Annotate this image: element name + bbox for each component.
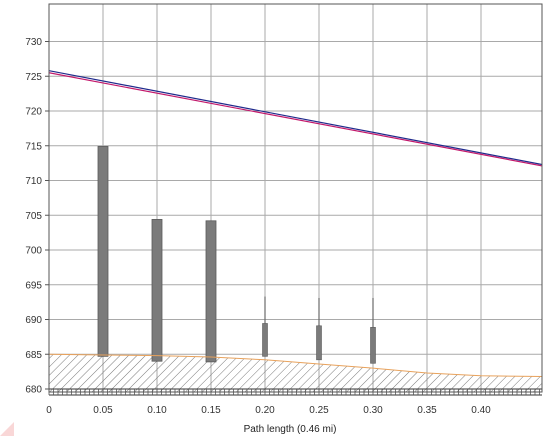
ground-fill: [49, 354, 542, 392]
obstruction-bar: [97, 146, 109, 357]
y-tick-label: 730: [25, 37, 42, 48]
y-tick-label: 690: [25, 315, 42, 326]
obstruction-bar: [205, 220, 217, 363]
y-tick-label: 710: [25, 176, 42, 187]
sightline-series: [49, 72, 542, 167]
y-tick-label: 680: [25, 385, 42, 396]
obstruction-bar: [151, 219, 163, 362]
ground-profile: [49, 354, 542, 392]
y-tick-label: 715: [25, 141, 42, 152]
obstruction-bar: [316, 325, 322, 361]
x-tick-label: 0.10: [147, 405, 167, 416]
x-tick-label: 0: [46, 405, 52, 416]
series-lines: [49, 70, 542, 377]
ground-line: [49, 353, 542, 377]
y-tick-label: 695: [25, 280, 42, 291]
watermark-corner: [0, 422, 14, 436]
obstruction-bar: [262, 323, 268, 357]
y-tick-label: 705: [25, 211, 42, 222]
y-tick-label: 720: [25, 107, 42, 118]
grid-lines: [48, 4, 542, 392]
y-tick-label: 700: [25, 246, 42, 257]
obstruction-bar: [370, 327, 376, 364]
sightline-series: [49, 70, 542, 166]
obstructions: [97, 146, 376, 364]
x-tick-label: 0.30: [363, 405, 383, 416]
y-tick-label: 685: [25, 350, 42, 361]
y-axis-ticks: 680 685 690 695 700 705 710 715 720 725 730: [25, 37, 49, 396]
x-axis-ticks: 0 0.05 0.10 0.15 0.20 0.25 0.30 0.35 0.40: [46, 405, 491, 416]
y-tick-label: 725: [25, 72, 42, 83]
plot-area: [49, 4, 542, 392]
x-tick-label: 0.05: [93, 405, 113, 416]
plot-border: [48, 3, 543, 393]
x-tick-label: 0.25: [309, 405, 329, 416]
x-tick-label: 0.20: [255, 405, 275, 416]
x-axis-title: Path length (0.46 mi): [244, 424, 337, 435]
x-tick-label: 0.35: [417, 405, 437, 416]
x-tick-label: 0.40: [471, 405, 491, 416]
x-tick-label: 0.15: [201, 405, 221, 416]
